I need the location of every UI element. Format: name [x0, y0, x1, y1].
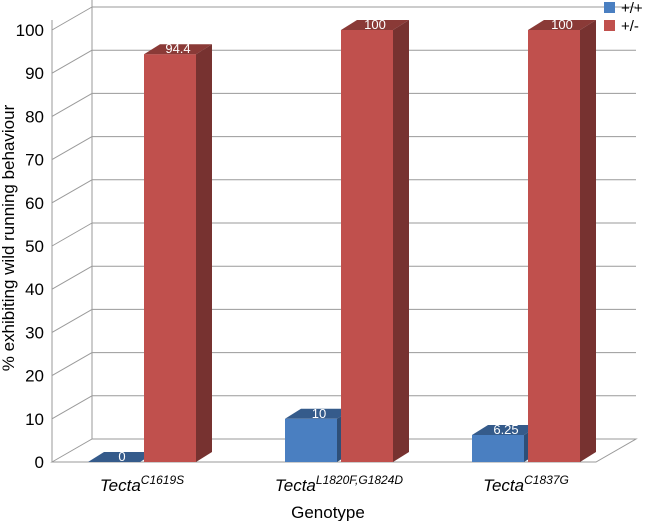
gridline-side [51, 395, 93, 420]
y-axis-ticks: 0 10 20 30 40 50 60 70 80 90 100 [16, 21, 44, 472]
legend-swatch-wildtype [604, 2, 615, 13]
x-category-label: TectaC1837G [483, 473, 569, 495]
bar-value-label: 6.25 [493, 422, 518, 437]
y-tick-label: 20 [25, 367, 44, 386]
bar-top [472, 425, 540, 435]
y-tick-label: 10 [25, 410, 44, 429]
x-axis-title: Genotype [291, 503, 365, 521]
gridline-side [51, 49, 93, 74]
gridline-side [51, 222, 93, 247]
bar-front [285, 418, 337, 462]
bar-front [472, 435, 524, 462]
gridline-side [51, 92, 93, 117]
bar-top [144, 44, 212, 55]
legend-label-wildtype: +/+ [621, 0, 643, 17]
gridline-side [51, 352, 93, 377]
bar-side [580, 20, 596, 462]
y-tick-label: 0 [35, 453, 44, 472]
bar-value-label: 100 [551, 17, 573, 32]
bar-front [528, 30, 580, 462]
y-tick-label: 40 [25, 280, 44, 299]
y-axis-title: % exhibiting wild running behaviour [0, 104, 18, 371]
legend-label-heterozygous: +/- [621, 18, 639, 35]
chart-floor [50, 438, 638, 463]
x-category-label: TectaC1619S [100, 473, 184, 495]
bar-value-label: 0 [118, 449, 125, 464]
gridline-side [51, 6, 93, 31]
bar-heterozygous-2: 100 [341, 17, 409, 462]
gridline-side [51, 308, 93, 333]
bar-top [528, 20, 596, 30]
bar-heterozygous-1: 94.4 [144, 41, 212, 462]
bar-value-label: 94.4 [165, 41, 190, 56]
bar-top [285, 408, 353, 419]
gridline-side [51, 265, 93, 290]
y-tick-label: 50 [25, 237, 44, 256]
bar-heterozygous-3: 100 [528, 17, 596, 462]
bar-value-label: 100 [364, 17, 386, 32]
bar-wildtype-1: 0 [88, 449, 156, 464]
y-tick-label: 30 [25, 323, 44, 342]
legend-swatch-heterozygous [604, 20, 615, 31]
bar-top [88, 452, 156, 462]
legend: +/+ +/- [604, 0, 643, 35]
y-tick-label: 70 [25, 151, 44, 170]
gridline-side [51, 136, 93, 161]
y-tick-label: 90 [25, 64, 44, 83]
y-tick-label: 100 [16, 21, 44, 40]
chart-bars: 0 94.4 10 100 6.25 100 [88, 17, 596, 464]
x-category-label: TectaL1820F,G1824D [275, 473, 403, 495]
bar-front [341, 30, 393, 462]
bar-front [144, 54, 196, 462]
x-axis-categories: TectaC1619S TectaL1820F,G1824D TectaC1837G [100, 473, 569, 495]
bar-value-label: 10 [312, 406, 326, 421]
bar-top [341, 20, 409, 30]
y-tick-label: 60 [25, 194, 44, 213]
y-tick-label: 80 [25, 107, 44, 126]
bar-side [196, 44, 212, 462]
gridline-side [51, 179, 93, 204]
bar-side [393, 20, 409, 462]
